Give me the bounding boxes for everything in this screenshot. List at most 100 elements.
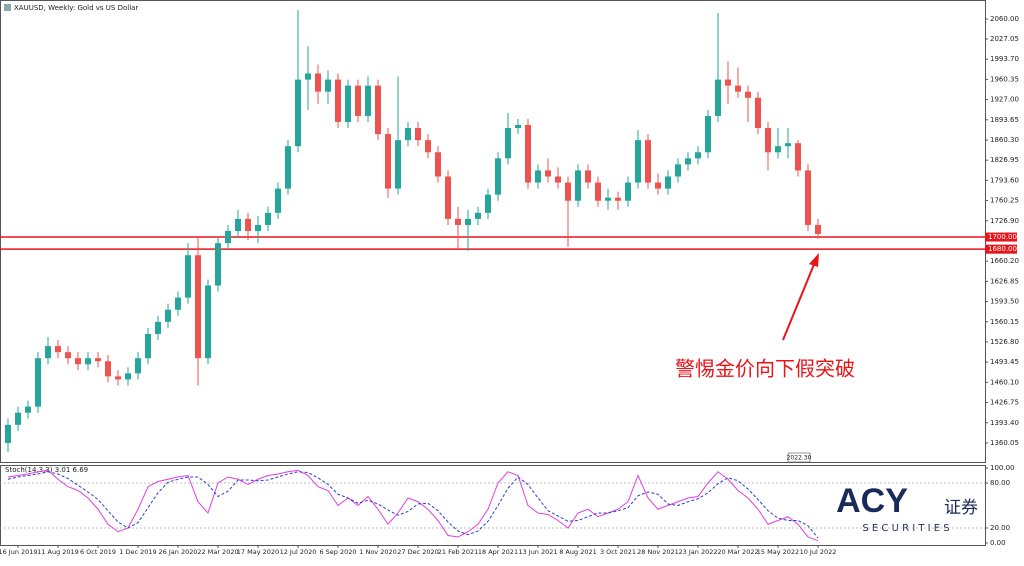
candle-body	[515, 125, 521, 129]
candle-body	[305, 73, 311, 80]
candle-body	[165, 309, 171, 322]
level-label: 1680.00	[988, 245, 1017, 253]
candle-body	[655, 182, 661, 189]
candle-body	[345, 85, 351, 122]
y-tick-label: 1993.70	[990, 55, 1019, 63]
candle-body	[185, 255, 191, 298]
candle-body	[155, 321, 161, 334]
candle-body	[725, 79, 731, 86]
candle-body	[555, 176, 561, 183]
y-tick-label: 1726.90	[990, 217, 1019, 225]
candle-body	[525, 125, 531, 183]
candle-body	[425, 140, 431, 153]
candle-body	[35, 358, 41, 407]
x-tick-label: 20 Mar 2022	[717, 548, 758, 556]
candle-body	[255, 224, 261, 231]
x-tick-label: 8 Aug 2021	[559, 548, 597, 556]
candle-body	[355, 85, 361, 116]
candle-body	[465, 218, 471, 225]
candle-body	[535, 170, 541, 183]
y-tick-label: 1493.45	[990, 358, 1019, 366]
candle-body	[795, 143, 801, 171]
candle-body	[385, 134, 391, 189]
candle-body	[745, 91, 751, 98]
y-tick-label: 1460.10	[990, 378, 1019, 386]
candle-body	[595, 182, 601, 201]
x-tick-label: 11 Aug 2019	[37, 548, 79, 556]
candle-body	[105, 361, 111, 377]
candle-body	[65, 352, 71, 359]
indicator-tick-label: 0.00	[990, 539, 1006, 547]
y-tick-label: 1626.85	[990, 277, 1019, 285]
logo-sub: S E C U R I T I E S	[862, 523, 949, 534]
y-tick-label: 1426.75	[990, 399, 1019, 407]
x-tick-label: 21 Feb 2021	[438, 548, 478, 556]
candle-body	[615, 197, 621, 201]
candle-body	[665, 176, 671, 189]
candle-body	[635, 140, 641, 183]
candle-body	[45, 346, 51, 359]
candle-body	[705, 115, 711, 153]
main-frame	[0, 0, 986, 463]
candle-body	[485, 194, 491, 213]
candle-body	[85, 358, 91, 365]
x-tick-label: 3 Oct 2021	[600, 548, 636, 556]
marker-box	[787, 452, 811, 463]
level-tag	[985, 244, 1017, 254]
candle-body	[645, 140, 651, 183]
candle-body	[445, 176, 451, 219]
y-tick-label: 1526.80	[990, 338, 1019, 346]
candle-body	[315, 73, 321, 92]
y-tick-label: 1793.60	[990, 176, 1019, 184]
candle-body	[575, 170, 581, 201]
candle-body	[775, 146, 781, 153]
candle-body	[325, 79, 331, 92]
symbol-icon	[4, 4, 11, 11]
x-tick-label: 6 Oct 2019	[80, 548, 116, 556]
y-tick-label: 1893.65	[990, 116, 1019, 124]
y-tick-label: 1760.25	[990, 197, 1019, 205]
candle-body	[475, 212, 481, 219]
x-tick-label: 18 Apr 2021	[478, 548, 518, 556]
candle-body	[675, 164, 681, 177]
candle-body	[175, 297, 181, 310]
candle-body	[245, 218, 251, 231]
candle-body	[455, 218, 461, 225]
candle-body	[15, 412, 21, 425]
candle-body	[285, 146, 291, 189]
candle-body	[295, 79, 301, 147]
annotation: 警惕金价向下假突破	[675, 357, 855, 381]
candle-body	[505, 128, 511, 159]
x-tick-label: 10 Jul 2022	[800, 548, 837, 556]
candle-body	[55, 346, 61, 353]
candle-body	[335, 79, 341, 122]
x-tick-label: 28 Nov 2021	[637, 548, 679, 556]
candle-body	[75, 358, 81, 365]
level-label: 1700.00	[988, 233, 1017, 241]
candle-body	[365, 85, 371, 116]
candle-body	[235, 218, 241, 231]
candle-body	[765, 128, 771, 153]
candle-body	[585, 170, 591, 183]
candle-body	[785, 143, 791, 147]
candle-body	[195, 255, 201, 359]
indicator-tick-label: 20.00	[990, 524, 1010, 532]
y-tick-label: 1360.05	[990, 439, 1019, 447]
candle-body	[495, 158, 501, 195]
candle-body	[685, 158, 691, 165]
candle-body	[215, 243, 221, 286]
logo-brand: ACY	[836, 482, 908, 520]
x-tick-label: 12 Jul 2020	[280, 548, 317, 556]
indicator-line	[7, 469, 819, 542]
candle-body	[375, 85, 381, 135]
y-tick-label: 2060.00	[990, 15, 1019, 23]
candle-body	[115, 376, 121, 380]
candle-body	[25, 406, 31, 413]
arrow-shaft	[782, 261, 816, 341]
indicator-line	[7, 471, 819, 539]
y-tick-label: 1927.00	[990, 96, 1019, 104]
candle-body	[275, 188, 281, 213]
y-tick-label: 1560.15	[990, 318, 1019, 326]
logo-cn: 证券	[944, 498, 978, 518]
